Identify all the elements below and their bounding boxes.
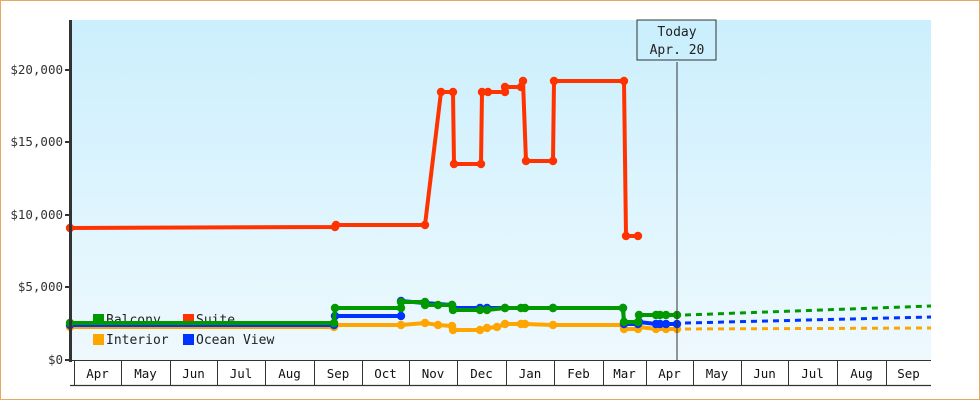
legend-item-ocean-view: Ocean View [183,333,274,348]
x-tick-label: Mar [613,366,636,381]
data-point[interactable] [448,87,458,97]
y-tick-label: $10,000 [10,207,63,222]
data-point[interactable] [329,318,339,328]
series-group [65,76,932,335]
x-tick-label: Apr [86,366,109,381]
data-point[interactable] [420,300,430,310]
data-point[interactable] [521,156,531,166]
series-balcony [65,297,682,328]
data-point[interactable] [433,300,443,310]
data-point[interactable] [520,319,530,329]
data-point[interactable] [661,319,671,329]
data-point[interactable] [396,303,406,313]
y-tick [65,214,70,216]
series-interior-forecast [684,326,932,331]
data-point[interactable] [633,317,643,327]
y-tick-label: $15,000 [10,134,63,149]
data-point[interactable] [619,76,629,86]
data-point[interactable] [492,322,502,332]
data-point[interactable] [433,320,443,330]
series-suite [65,76,643,241]
data-point[interactable] [396,311,406,321]
data-point[interactable] [448,305,458,315]
data-point[interactable] [619,317,629,327]
x-tick-label: Aug [278,366,301,381]
x-tick-label: Nov [422,366,445,381]
y-tick [65,286,70,288]
data-point[interactable] [331,220,341,230]
data-point[interactable] [518,76,528,86]
y-tick-label: $20,000 [10,62,63,77]
data-point[interactable] [396,297,406,307]
y-tick [65,141,70,143]
x-tick-label: May [134,366,157,381]
data-point[interactable] [476,159,486,169]
data-point[interactable] [396,320,406,330]
today-label-box [636,19,717,61]
x-tick-label: Jul [230,366,253,381]
data-point[interactable] [548,303,558,313]
axes: $0 $5,000 $10,000 $15,000 $20,000 Apr May Jun Ju… [10,20,931,387]
x-tick-label: May [706,366,729,381]
data-point[interactable] [655,319,665,329]
data-point[interactable] [449,159,459,169]
data-point[interactable] [477,87,487,97]
data-point[interactable] [475,305,485,315]
data-point[interactable] [520,303,530,313]
legend-label: Interior [106,333,169,348]
data-point[interactable] [500,82,510,92]
data-point[interactable] [633,231,643,241]
data-point[interactable] [500,303,510,313]
x-tick-label: Jul [801,366,824,381]
x-tick-label: Dec [470,366,493,381]
legend-swatch [183,334,194,345]
legend-label: Ocean View [196,333,274,348]
today-label: Today [657,25,696,40]
data-point[interactable] [420,318,430,328]
legend-swatch [93,334,104,345]
data-point[interactable] [655,310,665,320]
x-tick-label: Jan [519,366,542,381]
legend-swatch [93,314,104,325]
y-tick-label: $5,000 [18,279,63,294]
x-tick-label: Jun [182,366,205,381]
legend-swatch [183,314,194,325]
data-point[interactable] [618,303,628,313]
today-marker: Today Apr. 20 [636,19,717,360]
y-tick [65,359,70,361]
data-point[interactable] [621,231,631,241]
data-point[interactable] [500,319,510,329]
y-tick [65,69,70,71]
x-tick-label: Feb [567,366,590,381]
x-tick-label: Jun [753,366,776,381]
data-point[interactable] [482,305,492,315]
x-tick-label: Sep [897,366,920,381]
data-point[interactable] [549,76,559,86]
data-point[interactable] [475,325,485,335]
x-tick-label: Oct [374,366,397,381]
series-ocean-view-forecast [684,315,932,325]
data-point[interactable] [436,87,446,97]
data-point[interactable] [482,323,492,333]
series-balcony-forecast [684,304,932,317]
data-point[interactable] [448,325,458,335]
data-point[interactable] [420,220,430,230]
data-point[interactable] [548,320,558,330]
y-axis [69,20,72,362]
x-tick-label: Apr [658,366,681,381]
x-tick-label: Sep [327,366,350,381]
today-date: Apr. 20 [650,43,705,58]
y-tick-label: $0 [48,352,63,367]
x-tick-label: Aug [850,366,873,381]
data-point[interactable] [661,310,671,320]
data-point[interactable] [548,156,558,166]
data-point[interactable] [330,303,340,313]
data-point[interactable] [483,87,493,97]
data-point[interactable] [634,310,644,320]
plot-area [71,20,931,360]
legend-item-interior: Interior [93,333,169,348]
